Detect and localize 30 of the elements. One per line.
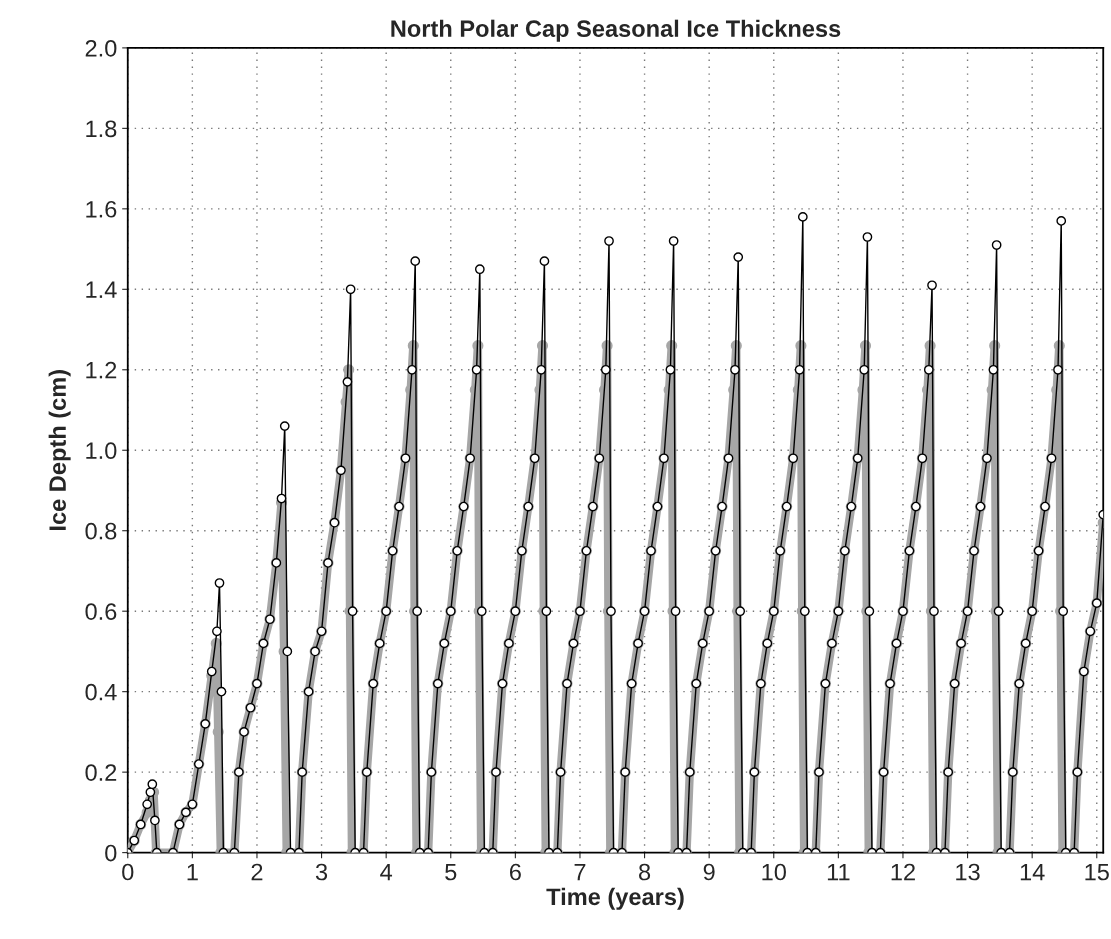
x-tick-label: 7 <box>574 863 586 881</box>
x-tick-label: 11 <box>827 863 850 881</box>
y-tick-label: 0.8 <box>85 522 117 540</box>
y-tick-label: 0.6 <box>85 603 117 620</box>
x-tick-label: 12 <box>891 863 915 881</box>
y-tick-label: 1.2 <box>86 361 117 379</box>
x-tick-label: 9 <box>703 863 715 881</box>
y-tick-label: 0 <box>105 844 117 862</box>
y-tick-label: 1.0 <box>86 442 117 460</box>
x-tick-label: 6 <box>510 863 521 881</box>
y-axis-title: Ice Depth (cm) <box>48 370 71 531</box>
x-tick-label: 15 <box>1085 863 1109 881</box>
x-tick-label: 3 <box>315 863 328 881</box>
x-tick-label: 10 <box>762 863 786 881</box>
y-tick-label: 1.4 <box>86 281 117 298</box>
x-tick-label: 0 <box>122 863 134 881</box>
y-tick-label: 1.6 <box>86 200 117 218</box>
x-tick-label: 14 <box>1020 863 1045 881</box>
y-tick-label: 2.0 <box>85 39 117 57</box>
y-tick-label: 0.2 <box>85 764 117 781</box>
y-tick-label: 0.4 <box>85 683 117 701</box>
chart-title: North Polar Cap Seasonal Ice Thickness <box>391 19 841 42</box>
x-tick-label: 4 <box>380 863 393 881</box>
x-tick-label: 1 <box>187 863 198 881</box>
x-tick-label: 13 <box>956 863 980 881</box>
x-axis-title: Time (years) <box>546 887 684 910</box>
y-tick-label: 1.8 <box>86 120 117 138</box>
x-tick-label: 8 <box>639 863 651 881</box>
x-tick-label: 5 <box>445 863 457 881</box>
x-tick-label: 2 <box>251 863 263 881</box>
